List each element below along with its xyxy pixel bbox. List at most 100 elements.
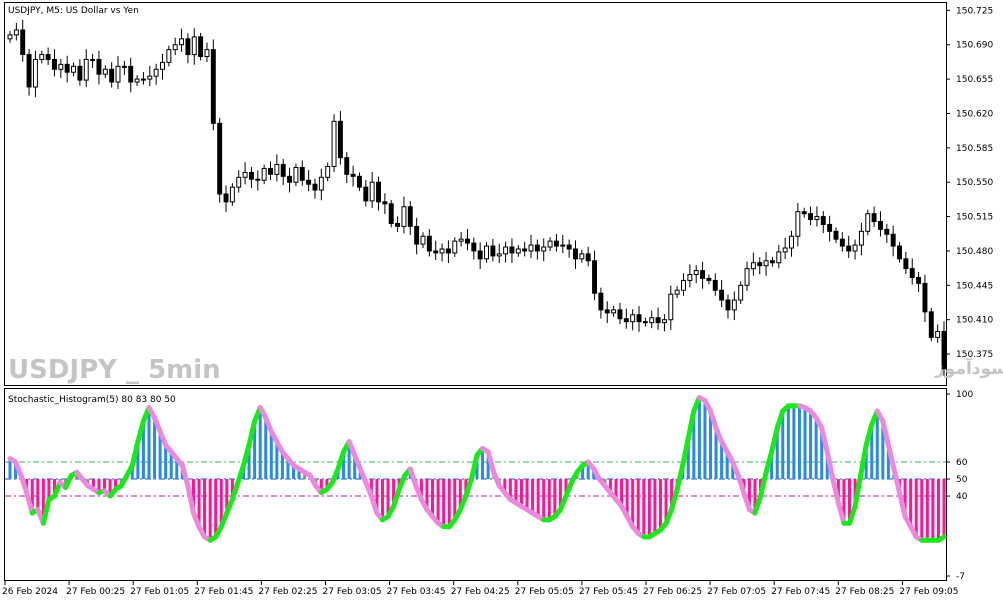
stochastic-segment — [40, 496, 52, 526]
watermark-site: انتشار در سایت سودآموز — [934, 357, 1003, 379]
time-tick-label: 27 Feb 00:25 — [66, 587, 125, 597]
histogram-bar — [325, 479, 329, 490]
histogram-bar — [425, 479, 429, 510]
candle-body — [191, 36, 197, 56]
candle-body — [858, 230, 864, 246]
candle-body — [928, 311, 934, 338]
histogram-bar — [875, 411, 879, 480]
histogram-bar — [786, 405, 790, 480]
histogram-bar — [514, 479, 518, 503]
price-tick-label: 150.690 — [956, 41, 993, 51]
histogram-bar — [692, 411, 696, 480]
histogram-bar — [197, 479, 201, 527]
candle-body — [763, 260, 769, 267]
candle-body — [306, 179, 312, 185]
candle-body — [528, 244, 534, 252]
stochastic-segment — [708, 408, 719, 431]
candle-body — [337, 120, 343, 159]
candle-body — [414, 225, 420, 245]
indicator-title: Stochastic_Histogram(5) 80 83 80 50 — [8, 395, 176, 405]
candle-body — [433, 250, 439, 254]
histogram-bar — [164, 445, 168, 480]
stochastic-segment — [246, 418, 258, 448]
candle-body — [452, 240, 458, 254]
time-tick-label: 27 Feb 02:25 — [258, 587, 317, 597]
histogram-bar — [8, 458, 12, 480]
histogram-bar — [191, 479, 195, 514]
histogram-bar — [720, 441, 724, 480]
price-tick-label: 150.585 — [956, 144, 993, 154]
candle-body — [287, 175, 293, 183]
candlesticks — [7, 19, 947, 376]
histogram-bar — [369, 479, 373, 497]
histogram-bar — [731, 462, 735, 480]
stochastic-segment — [885, 442, 897, 472]
stochastic-segment — [669, 486, 680, 513]
stochastic-segment — [897, 490, 908, 519]
candle-body — [299, 166, 305, 181]
stochastic-segment — [824, 449, 836, 482]
candle-body — [712, 279, 718, 291]
price-tick-label: 150.725 — [956, 6, 993, 16]
stochastic-segment — [129, 439, 141, 468]
stochastic-segment — [674, 462, 686, 492]
stochastic-segment — [735, 473, 747, 496]
time-tick-label: 27 Feb 06:25 — [643, 587, 702, 597]
candle-body — [509, 246, 515, 254]
stochastic-segment — [774, 408, 786, 431]
candle-body — [725, 299, 731, 311]
candle-body — [64, 63, 70, 73]
histogram-bar — [486, 451, 490, 480]
histogram-bar — [303, 472, 307, 480]
histogram-bar — [725, 451, 729, 480]
candle-body — [808, 213, 814, 221]
time-tick-label: 27 Feb 04:25 — [451, 587, 510, 597]
histogram-bar — [647, 479, 651, 537]
candle-body — [789, 235, 794, 249]
candle-body — [134, 78, 140, 83]
candle-body — [693, 270, 699, 276]
histogram-bar — [91, 479, 95, 490]
histogram-bars — [8, 397, 946, 541]
candle-body — [210, 49, 216, 124]
price-chart-frame — [4, 2, 947, 386]
candle-body — [661, 319, 667, 324]
histogram-bar — [664, 479, 668, 524]
candle-body — [369, 181, 375, 202]
watermark-symbol: USDJPY _ 5min — [8, 355, 221, 385]
histogram-bar — [931, 479, 935, 541]
histogram-bar — [225, 479, 229, 514]
candle-body — [382, 201, 388, 205]
histogram-bar — [297, 468, 301, 480]
candle-body — [496, 253, 502, 257]
histogram-bar — [747, 479, 751, 510]
histogram-bar — [697, 397, 701, 480]
price-tick-label: 150.620 — [956, 109, 993, 119]
candle-body — [356, 175, 362, 188]
candle-body — [318, 176, 324, 191]
candle-body — [674, 289, 680, 295]
candle-body — [248, 171, 254, 180]
histogram-bar — [392, 479, 396, 507]
price-tick-label: 150.655 — [956, 75, 993, 85]
time-tick-label: 27 Feb 01:45 — [194, 587, 253, 597]
histogram-bar — [753, 479, 757, 514]
histogram-bar — [942, 479, 946, 537]
histogram-bar — [41, 479, 45, 524]
stochastic-segment — [680, 435, 691, 468]
candle-body — [166, 49, 172, 63]
candle-body — [331, 120, 337, 168]
histogram-bar — [275, 441, 279, 480]
candle-body — [877, 220, 883, 230]
candle-body — [897, 245, 902, 260]
histogram-bar — [814, 417, 818, 480]
histogram-bar — [269, 431, 273, 480]
candle-body — [865, 213, 871, 232]
histogram-bar — [264, 417, 268, 480]
candle-body — [255, 178, 261, 181]
candle-body — [26, 54, 32, 88]
candle-body — [681, 279, 686, 291]
candle-body — [782, 247, 788, 253]
histogram-bar — [825, 451, 829, 480]
candle-body — [363, 186, 369, 202]
